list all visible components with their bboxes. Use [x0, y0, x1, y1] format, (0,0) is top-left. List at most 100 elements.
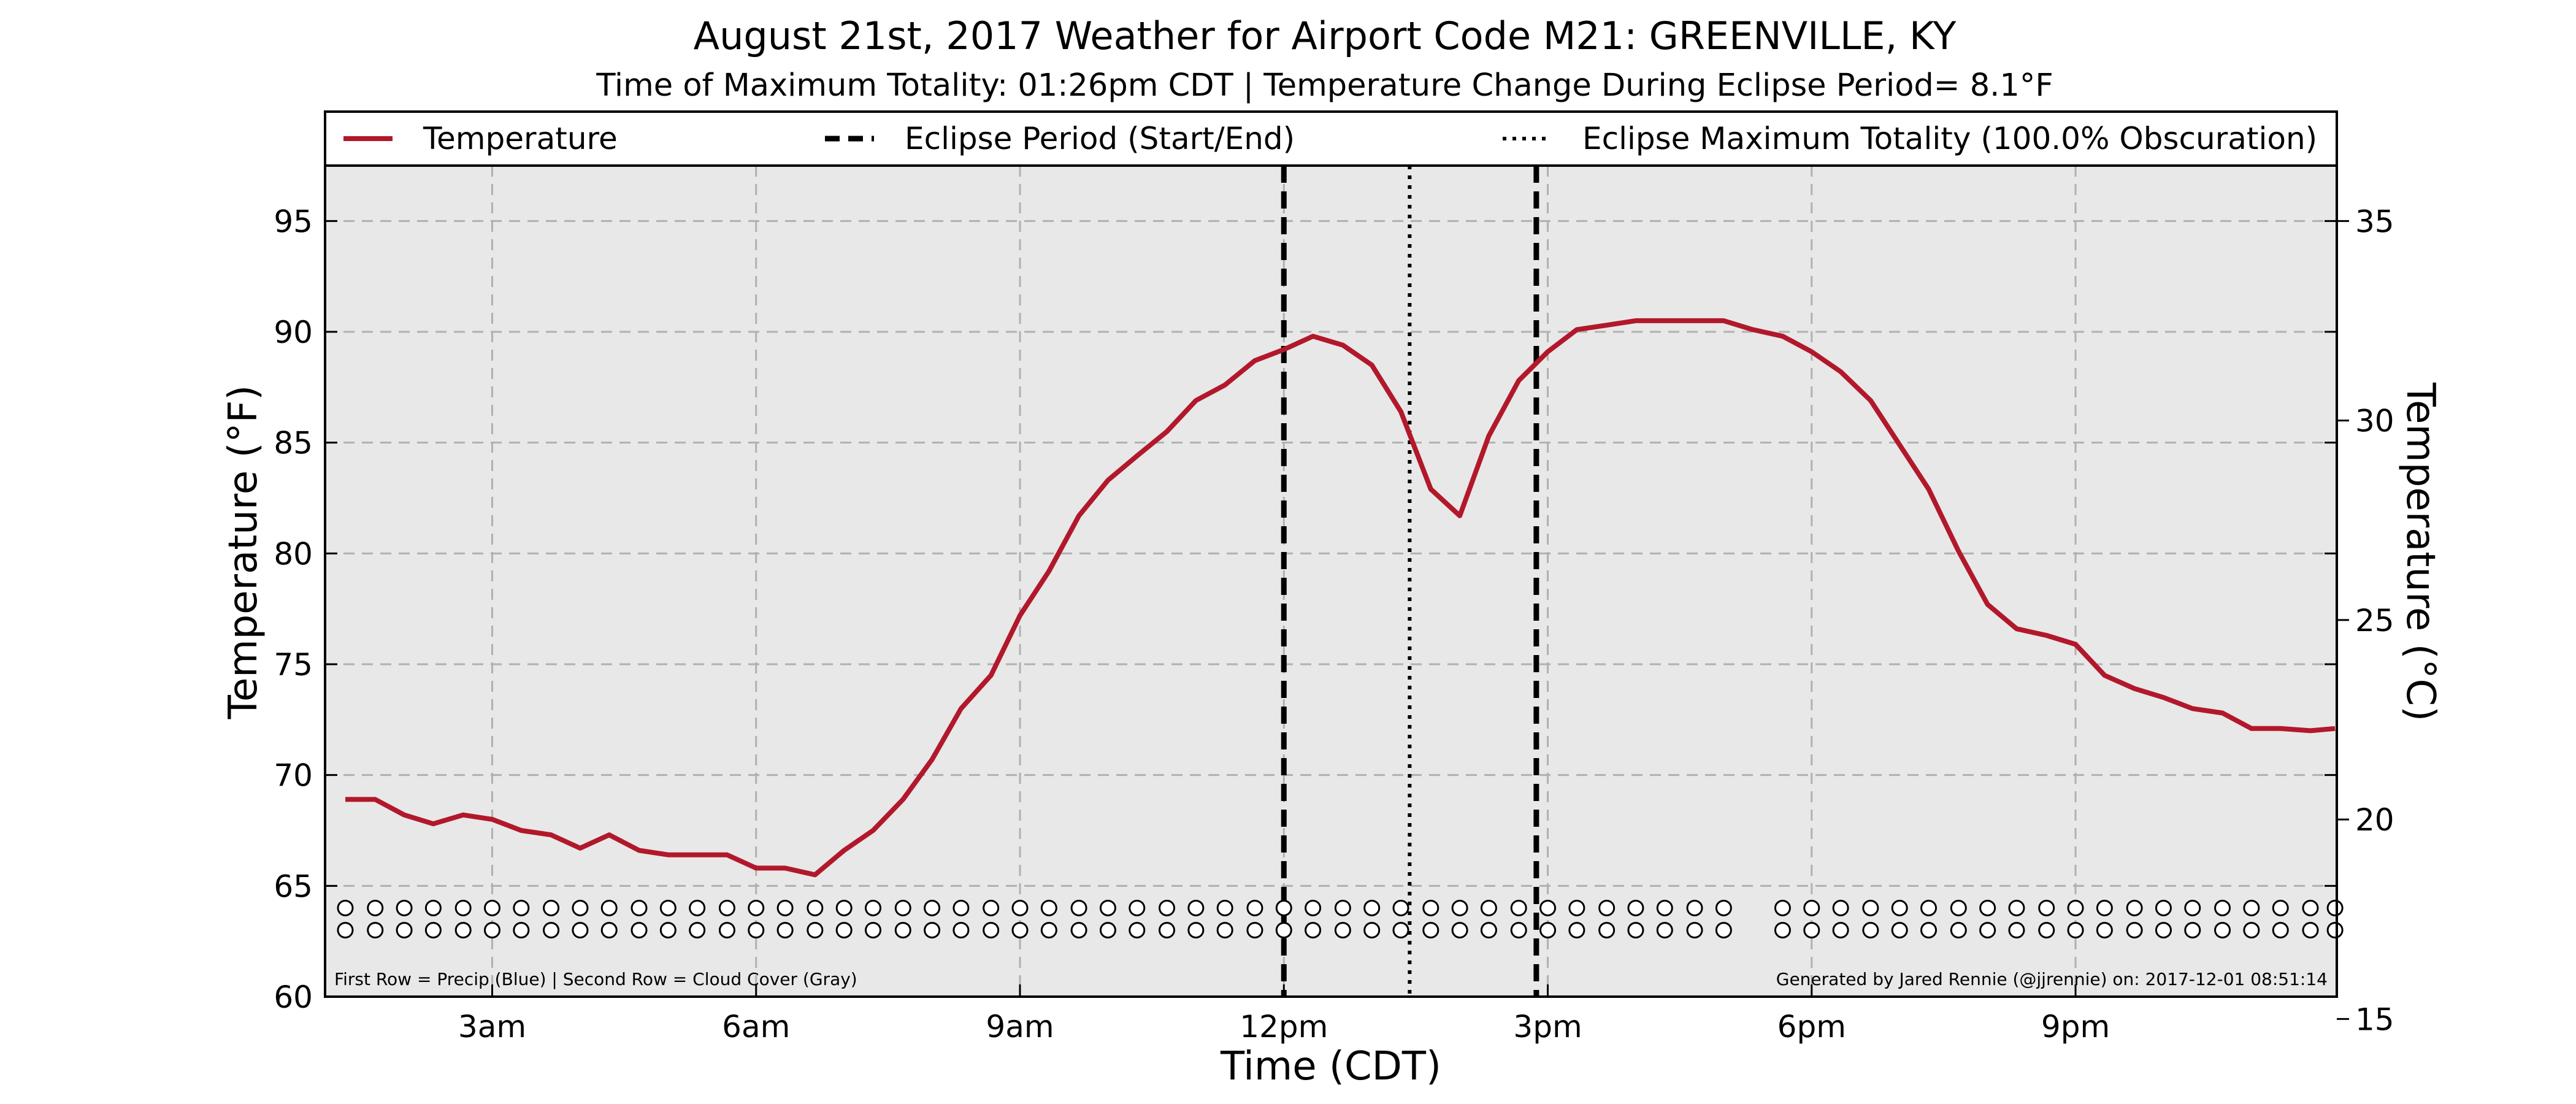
cloud-cover-marker — [2096, 922, 2113, 939]
y-axis-label-right: Temperature (°C) — [2398, 382, 2443, 721]
cloud-cover-marker — [513, 922, 530, 939]
precip-marker — [1832, 899, 1849, 916]
precip-marker — [1539, 899, 1557, 916]
cloud-cover-marker — [1510, 922, 1527, 939]
y-tick-label: 90 — [274, 315, 313, 350]
precip-marker — [835, 899, 853, 916]
cloud-cover-marker — [718, 922, 735, 939]
x-tick-label: 3am — [458, 1009, 526, 1045]
cloud-cover-marker — [1392, 922, 1409, 939]
cloud-cover-marker — [1627, 922, 1644, 939]
y-right-tick-label: 25 — [2355, 603, 2394, 638]
precip-marker — [2184, 899, 2201, 916]
precip-marker — [454, 899, 472, 916]
cloud-cover-marker — [483, 922, 500, 939]
cloud-cover-marker — [1715, 922, 1732, 939]
precip-marker — [865, 899, 882, 916]
cloud-cover-marker — [2184, 922, 2201, 939]
cloud-cover-marker — [1070, 922, 1087, 939]
precip-marker — [1862, 899, 1879, 916]
precip-marker — [924, 899, 941, 916]
legend-items: Temperature Eclipse Period (Start/End) Ecl… — [343, 121, 2317, 156]
precip-cloud-markers — [337, 899, 2344, 939]
precip-marker — [1979, 899, 1996, 916]
cloud-cover-marker — [454, 922, 472, 939]
precip-marker — [689, 899, 706, 916]
precip-marker — [1216, 899, 1233, 916]
cloud-cover-marker — [1159, 922, 1176, 939]
y-tick-label: 85 — [274, 426, 313, 461]
legend-label: Eclipse Maximum Totality (100.0% Obscura… — [1582, 121, 2317, 156]
cloud-cover-marker — [1363, 922, 1381, 939]
precip-marker — [1451, 899, 1468, 916]
cloud-cover-marker — [924, 922, 941, 939]
precip-marker — [1159, 899, 1176, 916]
cloud-cover-marker — [1950, 922, 1967, 939]
grid-lines — [325, 166, 2337, 997]
x-tick-label: 6am — [722, 1009, 790, 1045]
precip-marker — [776, 899, 794, 916]
cloud-cover-marker — [337, 922, 354, 939]
precip-marker — [1774, 899, 1791, 916]
cloud-cover-marker — [983, 922, 1000, 939]
cloud-cover-marker — [631, 922, 648, 939]
precip-marker — [1480, 899, 1497, 916]
precip-marker — [2243, 899, 2260, 916]
cloud-cover-marker — [1129, 922, 1146, 939]
cloud-cover-marker — [1246, 922, 1263, 939]
cloud-cover-marker — [543, 922, 560, 939]
precip-marker — [1305, 899, 1322, 916]
precip-marker — [1040, 899, 1057, 916]
precip-marker — [396, 899, 413, 916]
precip-marker — [1275, 899, 1292, 916]
cloud-cover-marker — [1920, 922, 1938, 939]
precip-marker — [1246, 899, 1263, 916]
x-axis: 3am 6am 9am 12pm 3pm 6pm 9pm — [458, 984, 2110, 1045]
legend-label: Temperature — [423, 121, 618, 156]
precip-marker — [1363, 899, 1381, 916]
y-tick-label: 65 — [274, 868, 313, 904]
precip-marker — [1656, 899, 1673, 916]
precip-marker — [807, 899, 824, 916]
precip-marker — [1187, 899, 1205, 916]
cloud-cover-marker — [2126, 922, 2143, 939]
precip-marker — [1627, 899, 1644, 916]
cloud-cover-marker — [2155, 922, 2172, 939]
precip-marker — [367, 899, 384, 916]
precip-marker — [600, 899, 618, 916]
cloud-cover-marker — [367, 922, 384, 939]
precip-marker — [2038, 899, 2055, 916]
legend-label: Eclipse Period (Start/End) — [905, 121, 1295, 156]
precip-marker — [2214, 899, 2231, 916]
precip-marker — [2155, 899, 2172, 916]
precip-marker — [1422, 899, 1439, 916]
y-tick-label: 95 — [274, 204, 313, 239]
temperature-series — [345, 318, 2336, 878]
precip-marker — [543, 899, 560, 916]
precip-marker — [513, 899, 530, 916]
cloud-cover-marker — [2008, 922, 2025, 939]
precip-marker — [2272, 899, 2289, 916]
y-right-tick-label: 20 — [2355, 802, 2394, 838]
cloud-cover-marker — [1187, 922, 1205, 939]
eclipse-lines — [1281, 166, 1539, 997]
precip-marker — [1920, 899, 1938, 916]
cloud-cover-marker — [659, 922, 677, 939]
precip-marker — [1715, 899, 1732, 916]
plot-area — [325, 166, 2337, 997]
chart-subtitle: Time of Maximum Totality: 01:26pm CDT | … — [596, 67, 2053, 104]
precip-marker — [1334, 899, 1351, 916]
precip-marker — [424, 899, 442, 916]
cloud-cover-marker — [1011, 922, 1029, 939]
precip-marker — [1891, 899, 1908, 916]
y-tick-label: 60 — [274, 979, 313, 1015]
x-tick-label: 9pm — [2041, 1009, 2110, 1045]
cloud-cover-marker — [2038, 922, 2055, 939]
x-tick-label: 6pm — [1777, 1009, 1846, 1045]
cloud-cover-marker — [1451, 922, 1468, 939]
y-tick-label: 80 — [274, 536, 313, 572]
cloud-cover-marker — [1979, 922, 1996, 939]
y-axis-label-left: Temperature (°F) — [221, 385, 266, 720]
y-right-tick-label: 35 — [2355, 204, 2394, 239]
cloud-cover-marker — [748, 922, 765, 939]
